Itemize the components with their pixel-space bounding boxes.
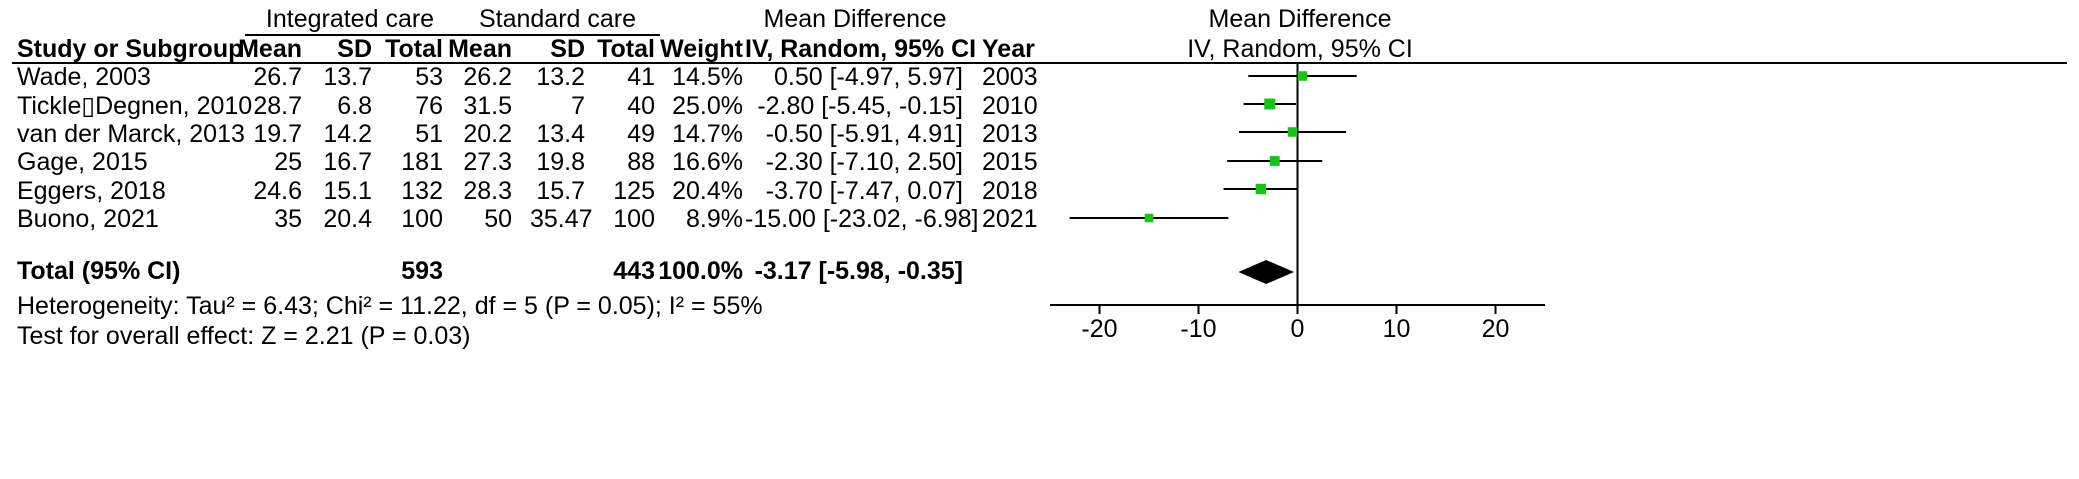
study-name: Tickle▯Degnen, 2010 xyxy=(17,92,253,120)
total-ci: -3.17 [-5.98, -0.35] xyxy=(754,257,963,285)
study-name: Gage, 2015 xyxy=(17,148,148,176)
col-study: Study or Subgroup xyxy=(17,35,244,63)
ci-cell: 0.50 [-4.97, 5.97] xyxy=(773,63,963,91)
ci-cell: -3.70 [-7.47, 0.07] xyxy=(765,177,963,205)
study-name: van der Marck, 2013 xyxy=(17,120,245,148)
weight-cell: 14.5% xyxy=(672,63,743,91)
study-name: Wade, 2003 xyxy=(17,63,151,91)
mean1-cell: 19.7 xyxy=(253,120,302,148)
total2-cell: 49 xyxy=(627,120,655,148)
study-marker xyxy=(1297,71,1308,81)
year-cell: 2013 xyxy=(982,120,1038,148)
study-marker xyxy=(1269,156,1280,166)
total2-cell: 88 xyxy=(627,148,655,176)
mean1-cell: 25 xyxy=(274,148,302,176)
col-sd2: SD xyxy=(550,35,585,63)
heterogeneity-text: Heterogeneity: Tau² = 6.43; Chi² = 11.22… xyxy=(17,292,763,320)
ci-cell: -0.50 [-5.91, 4.91] xyxy=(765,120,963,148)
mean1-cell: 35 xyxy=(274,205,302,233)
total2-cell: 41 xyxy=(627,63,655,91)
mean2-cell: 28.3 xyxy=(463,177,512,205)
year-cell: 2003 xyxy=(982,63,1038,91)
x-tick-label: 10 xyxy=(1383,315,1411,343)
sd1-cell: 13.7 xyxy=(323,63,372,91)
x-tick-label: 20 xyxy=(1482,315,1510,343)
total1-cell: 76 xyxy=(415,92,443,120)
study-marker xyxy=(1255,183,1267,195)
overall-effect-text: Test for overall effect: Z = 2.21 (P = 0… xyxy=(17,322,471,350)
header-rule xyxy=(12,62,2067,64)
total2-sum: 443 xyxy=(613,257,655,285)
ci-cell: -15.00 [-23.02, -6.98] xyxy=(745,205,979,233)
ci-cell: -2.30 [-7.10, 2.50] xyxy=(765,148,963,176)
col-mean2: Mean xyxy=(448,35,512,63)
study-marker xyxy=(1144,213,1154,223)
plot-title: Mean Difference xyxy=(1208,5,1392,33)
total1-cell: 51 xyxy=(415,120,443,148)
total1-cell: 53 xyxy=(415,63,443,91)
total2-cell: 40 xyxy=(627,92,655,120)
total1-cell: 100 xyxy=(401,205,443,233)
sd1-cell: 6.8 xyxy=(337,92,372,120)
total2-cell: 125 xyxy=(613,177,655,205)
col-ci: IV, Random, 95% CI xyxy=(745,35,977,63)
ci-cell: -2.80 [-5.45, -0.15] xyxy=(757,92,963,120)
sd2-cell: 13.4 xyxy=(536,120,585,148)
mean2-cell: 50 xyxy=(484,205,512,233)
mean2-cell: 27.3 xyxy=(463,148,512,176)
group1-underline xyxy=(245,34,455,36)
sd1-cell: 15.1 xyxy=(323,177,372,205)
col-mean1: Mean xyxy=(238,35,302,63)
plot-subtitle: IV, Random, 95% CI xyxy=(1187,35,1413,63)
col-sd1: SD xyxy=(337,35,372,63)
x-tick-label: -20 xyxy=(1081,315,1117,343)
total1-cell: 181 xyxy=(401,148,443,176)
year-cell: 2010 xyxy=(982,92,1038,120)
total1-sum: 593 xyxy=(401,257,443,285)
sd2-cell: 7 xyxy=(571,92,585,120)
mean1-cell: 24.6 xyxy=(253,177,302,205)
group2-header: Standard care xyxy=(478,5,637,33)
group2-underline xyxy=(455,34,660,36)
weight-cell: 25.0% xyxy=(672,92,743,120)
year-cell: 2018 xyxy=(982,177,1038,205)
mean2-cell: 31.5 xyxy=(463,92,512,120)
group1-header: Integrated care xyxy=(265,5,435,33)
study-name: Eggers, 2018 xyxy=(17,177,166,205)
sd1-cell: 14.2 xyxy=(323,120,372,148)
mean1-cell: 28.7 xyxy=(253,92,302,120)
study-name: Buono, 2021 xyxy=(17,205,159,233)
sd2-cell: 13.2 xyxy=(536,63,585,91)
pooled-diamond xyxy=(1238,260,1295,284)
mean1-cell: 26.7 xyxy=(253,63,302,91)
sd1-cell: 16.7 xyxy=(323,148,372,176)
x-tick-label: -10 xyxy=(1180,315,1216,343)
total-label: Total (95% CI) xyxy=(17,257,181,285)
weight-cell: 8.9% xyxy=(686,205,743,233)
col-total2: Total xyxy=(597,35,655,63)
weight-cell: 20.4% xyxy=(672,177,743,205)
total2-cell: 100 xyxy=(613,205,655,233)
col-weight: Weight xyxy=(660,35,743,63)
study-marker xyxy=(1287,127,1298,137)
total-weight: 100.0% xyxy=(658,257,743,285)
sd1-cell: 20.4 xyxy=(323,205,372,233)
effect-table-header: Mean Difference xyxy=(763,5,947,33)
weight-cell: 16.6% xyxy=(672,148,743,176)
x-tick-label: 0 xyxy=(1291,315,1305,343)
weight-cell: 14.7% xyxy=(672,120,743,148)
col-total1: Total xyxy=(385,35,443,63)
year-cell: 2015 xyxy=(982,148,1038,176)
study-marker xyxy=(1264,98,1276,110)
year-cell: 2021 xyxy=(982,205,1038,233)
col-year: Year xyxy=(982,35,1035,63)
sd2-cell: 19.8 xyxy=(536,148,585,176)
total1-cell: 132 xyxy=(401,177,443,205)
mean2-cell: 26.2 xyxy=(463,63,512,91)
mean2-cell: 20.2 xyxy=(463,120,512,148)
sd2-cell: 15.7 xyxy=(536,177,585,205)
sd2-cell: 35.47 xyxy=(530,205,593,233)
